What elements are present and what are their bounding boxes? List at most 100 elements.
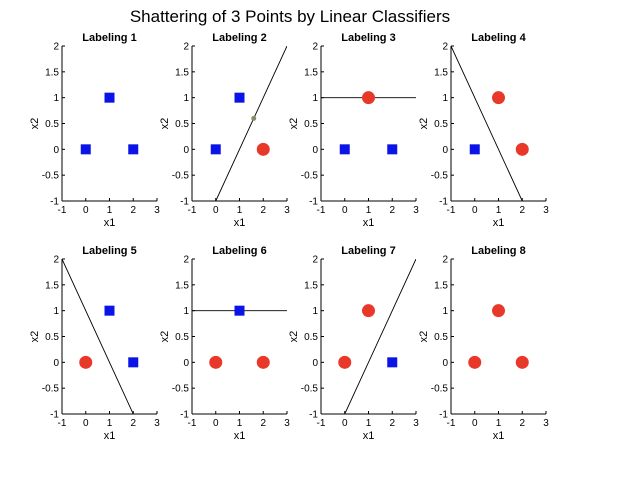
y-tick-label: -1 [439, 197, 448, 208]
x-axis-label: x1 [234, 217, 246, 229]
y-tick-label: 0.5 [175, 119, 189, 130]
y-tick-label: -1 [50, 197, 59, 208]
y-tick-label: 1.5 [175, 67, 189, 78]
x-axis-label: x1 [104, 430, 116, 442]
data-point-square [387, 144, 398, 155]
y-tick-label: 0.5 [434, 332, 448, 343]
y-tick-label: 1 [53, 306, 59, 317]
y-tick-label: 1.5 [175, 280, 189, 291]
y-tick-label: -1 [180, 410, 189, 421]
y-tick-label: 1.5 [304, 67, 318, 78]
y-tick-label: 0.5 [304, 119, 318, 130]
x-tick-label: 0 [342, 205, 348, 216]
y-tick-label: 2 [312, 255, 318, 266]
y-tick-label: 1 [53, 93, 59, 104]
x-tick-label: 1 [107, 418, 113, 429]
y-axis-label: x2 [288, 118, 300, 130]
x-tick-label: 0 [213, 205, 219, 216]
panel-3: Labeling 3 -1 0 1 2 3 -1 -0.5 0 0.5 1 1.5 2 x1 x2 [288, 32, 419, 229]
x-tick-label: -1 [188, 205, 197, 216]
data-point-square [234, 305, 245, 316]
y-tick-label: -0.5 [172, 384, 190, 395]
y-tick-label: 0 [53, 358, 59, 369]
data-point-circle [209, 355, 223, 369]
figure-title: Shattering of 3 Points by Linear Classif… [130, 7, 450, 26]
x-tick-label: -1 [447, 205, 456, 216]
y-tick-label: 1 [312, 306, 318, 317]
x-tick-label: 0 [213, 418, 219, 429]
x-tick-label: -1 [188, 418, 197, 429]
decision-boundary [62, 259, 134, 414]
y-tick-label: 0.5 [175, 332, 189, 343]
x-tick-label: 3 [154, 205, 160, 216]
y-tick-label: -0.5 [431, 171, 449, 182]
data-point-circle [338, 355, 352, 369]
y-tick-label: 0.5 [45, 119, 59, 130]
data-point-circle [362, 91, 375, 105]
x-tick-label: 1 [496, 205, 502, 216]
y-tick-label: -0.5 [172, 171, 190, 182]
y-tick-label: 0.5 [45, 332, 59, 343]
y-tick-label: 0 [442, 145, 448, 156]
y-tick-label: 1 [183, 93, 189, 104]
y-tick-label: -1 [50, 410, 59, 421]
x-tick-label: 2 [519, 205, 525, 216]
x-tick-label: 0 [472, 205, 478, 216]
y-axis-label: x2 [29, 118, 41, 130]
x-tick-label: -1 [58, 418, 67, 429]
x-tick-label: 0 [342, 418, 348, 429]
x-axis-label: x1 [234, 430, 246, 442]
panel-7: Labeling 7 -1 0 1 2 3 -1 -0.5 0 0.5 1 1.5 2 x1 x2 [288, 245, 419, 442]
data-point-circle [468, 355, 482, 369]
y-tick-label: 0 [183, 358, 189, 369]
y-tick-label: 0.5 [434, 119, 448, 130]
y-tick-label: 0 [183, 145, 189, 156]
x-tick-label: 3 [413, 418, 419, 429]
panel-title: Labeling 8 [471, 245, 525, 257]
x-tick-label: 1 [496, 418, 502, 429]
data-point-square [104, 305, 115, 316]
panel-title: Labeling 6 [212, 245, 266, 257]
x-tick-label: 2 [260, 418, 266, 429]
data-point-circle [492, 304, 505, 318]
x-tick-label: 1 [366, 205, 372, 216]
data-point-circle [362, 304, 375, 318]
data-point-circle [79, 355, 93, 369]
y-axis-label: x2 [159, 331, 171, 343]
data-point-square [128, 357, 139, 368]
y-tick-label: 2 [183, 255, 189, 266]
x-tick-label: 1 [366, 418, 372, 429]
y-tick-label: 0.5 [304, 332, 318, 343]
y-tick-label: 1.5 [434, 280, 448, 291]
y-axis-label: x2 [418, 118, 430, 130]
panel-title: Labeling 3 [341, 32, 395, 44]
x-tick-label: 3 [543, 418, 549, 429]
x-tick-label: 2 [389, 205, 395, 216]
x-tick-label: 3 [543, 205, 549, 216]
y-axis-label: x2 [159, 118, 171, 130]
x-tick-label: -1 [447, 418, 456, 429]
x-tick-label: 0 [83, 205, 89, 216]
x-axis-label: x1 [493, 430, 505, 442]
data-point-square [210, 144, 221, 155]
data-point-circle [256, 142, 270, 156]
y-tick-label: -1 [309, 197, 318, 208]
x-tick-label: 3 [284, 205, 290, 216]
data-point-square [128, 144, 139, 155]
x-tick-label: -1 [317, 205, 326, 216]
y-tick-label: 1.5 [434, 67, 448, 78]
data-point-circle [256, 355, 270, 369]
y-tick-label: -0.5 [42, 171, 60, 182]
panel-6: Labeling 6 -1 0 1 2 3 -1 -0.5 0 0.5 1 1.5 2 x1 x2 [159, 245, 290, 442]
y-tick-label: 2 [183, 42, 189, 53]
panel-5: Labeling 5 -1 0 1 2 3 -1 -0.5 0 0.5 1 1.5 2 x1 x2 [29, 245, 160, 442]
panels: Labeling 1 -1 0 1 2 3 -1 -0.5 0 0.5 1 1.5 2 x1 x2 Label… [29, 32, 549, 442]
x-tick-label: 2 [389, 418, 395, 429]
y-tick-label: -0.5 [42, 384, 60, 395]
y-tick-label: 2 [312, 42, 318, 53]
y-tick-label: 0 [53, 145, 59, 156]
x-tick-label: 2 [260, 205, 266, 216]
panel-title: Labeling 1 [82, 32, 136, 44]
y-tick-label: -0.5 [431, 384, 449, 395]
x-tick-label: 2 [519, 418, 525, 429]
